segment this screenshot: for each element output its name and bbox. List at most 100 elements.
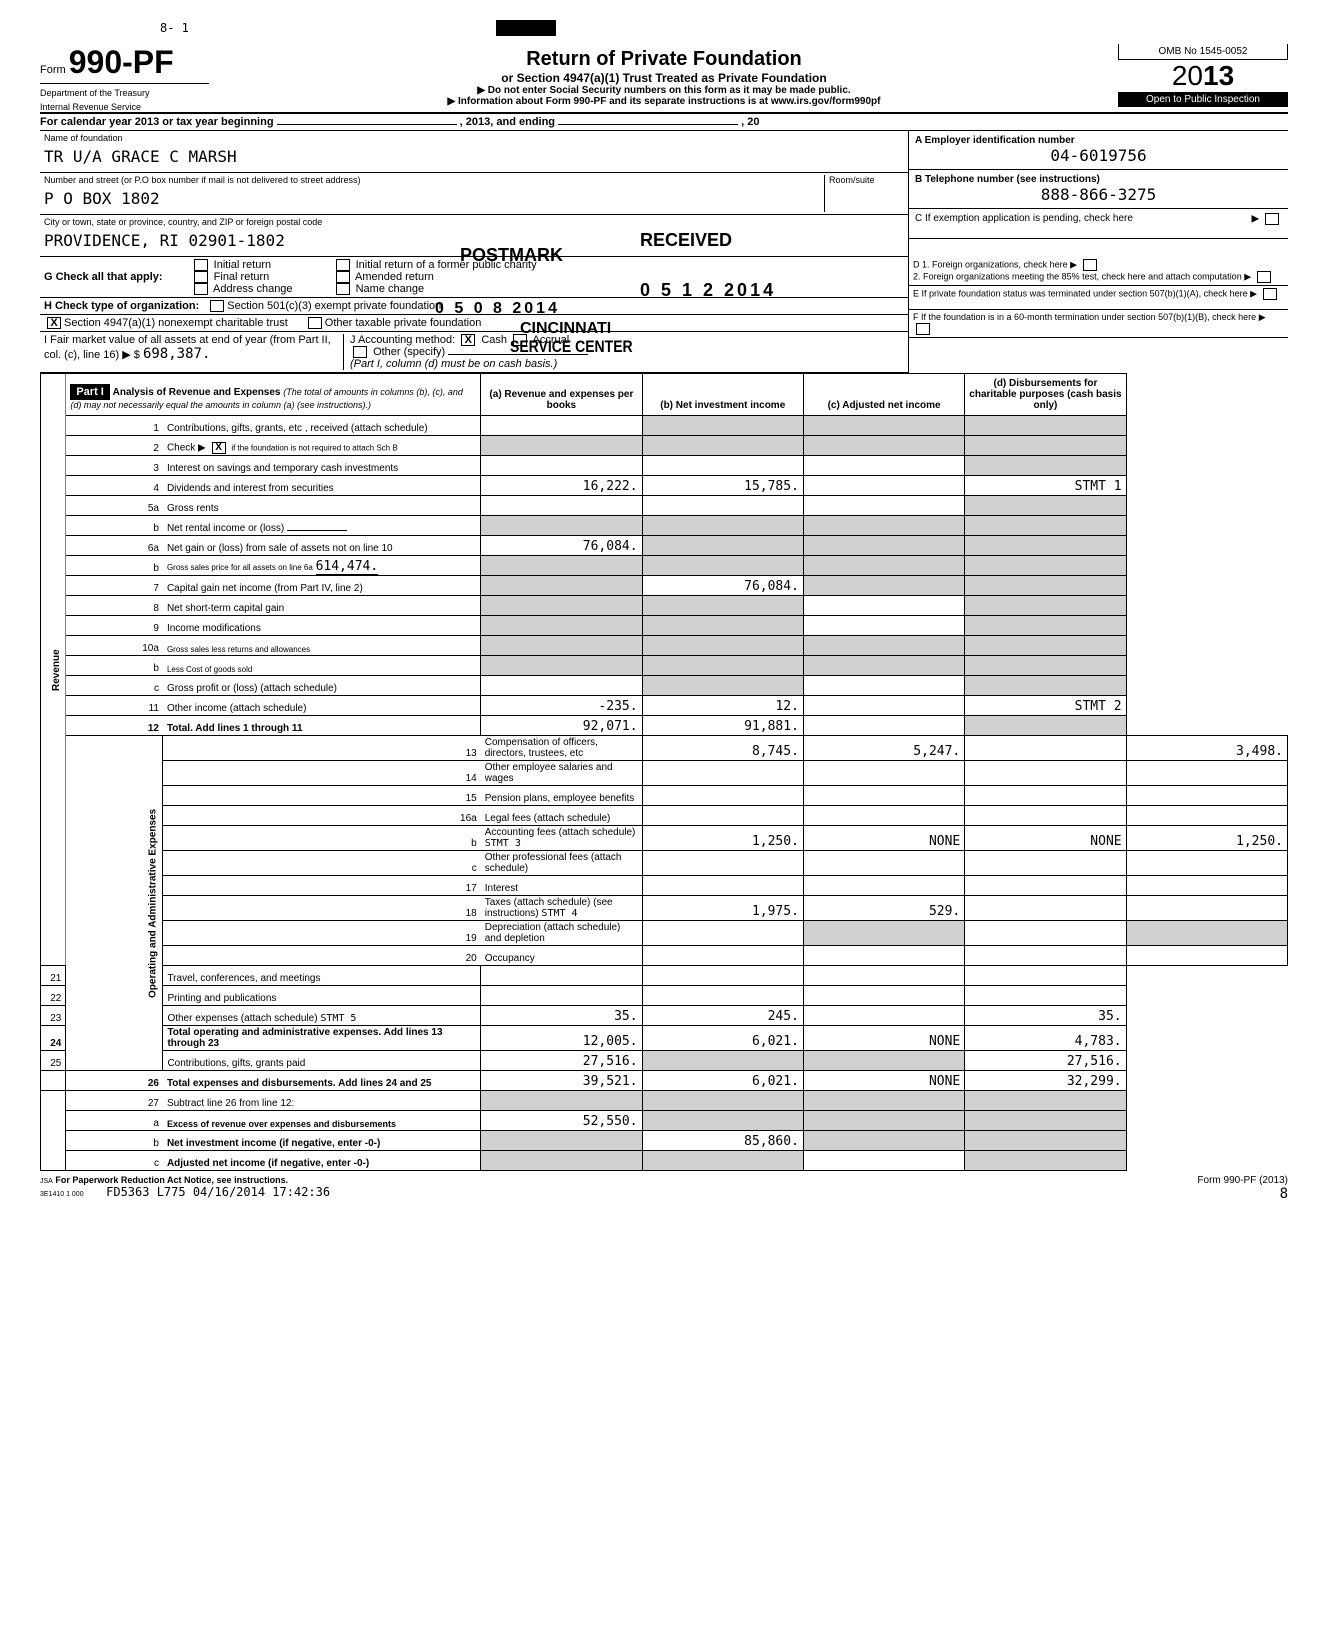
h-other: Other taxable private foundation	[325, 317, 482, 329]
stmt-2: STMT 2	[965, 696, 1126, 716]
g-amended: Amended return	[355, 271, 434, 283]
j-note: (Part I, column (d) must be on cash basi…	[350, 358, 904, 370]
line-14: Other employee salaries and wages	[481, 761, 642, 786]
part-1-title: Analysis of Revenue and Expenses	[113, 387, 281, 398]
g-initial-chk[interactable]	[194, 259, 208, 271]
d2-label: 2. Foreign organizations meeting the 85%…	[913, 271, 1242, 281]
h-other-chk[interactable]	[308, 317, 322, 329]
dept-treasury: Department of the Treasury	[40, 88, 209, 98]
line-26: Total expenses and disbursements. Add li…	[163, 1071, 481, 1091]
line-1: Contributions, gifts, grants, etc , rece…	[163, 416, 481, 436]
omb-number: OMB No 1545-0052	[1118, 44, 1288, 60]
form-title: Return of Private Foundation	[218, 48, 1110, 71]
line-2: Check ▶ if the foundation is not require…	[163, 436, 481, 456]
line-23: Other expenses (attach schedule) STMT 5	[163, 1006, 481, 1026]
g-name-change: Name change	[356, 283, 425, 295]
line-27b: Net investment income (if negative, ente…	[163, 1131, 481, 1151]
d1-chk[interactable]	[1083, 259, 1097, 271]
stmt-1: STMT 1	[965, 476, 1126, 496]
line-27c: Adjusted net income (if negative, enter …	[163, 1151, 481, 1171]
c-label: C If exemption application is pending, c…	[915, 213, 1133, 224]
line-9: Income modifications	[163, 616, 481, 636]
line-3: Interest on savings and temporary cash i…	[163, 456, 481, 476]
form-subtitle: or Section 4947(a)(1) Trust Treated as P…	[218, 71, 1110, 85]
foundation-name: TR U/A GRACE C MARSH	[44, 143, 904, 170]
addr-label: Number and street (or P.O box number if …	[44, 175, 824, 185]
f-chk[interactable]	[916, 323, 930, 335]
part-1-header: Part I	[70, 384, 110, 400]
j-cash: Cash	[481, 334, 507, 346]
line-11: Other income (attach schedule)	[163, 696, 481, 716]
j-label: J Accounting method:	[350, 334, 455, 346]
j-other: Other (specify)	[373, 346, 445, 358]
line-2-chk[interactable]	[212, 442, 226, 454]
phone-label: B Telephone number (see instructions)	[915, 174, 1282, 185]
form-info: ▶ Information about Form 990-PF and its …	[218, 96, 1110, 107]
g-final-chk[interactable]	[194, 271, 208, 283]
form-number: Form 990-PF	[40, 44, 209, 81]
phone-value: 888-866-3275	[915, 185, 1282, 204]
j-cash-chk[interactable]	[461, 334, 475, 346]
foundation-address: P O BOX 1802	[44, 185, 824, 212]
line-19: Depreciation (attach schedule) and deple…	[481, 921, 642, 946]
line-15: Pension plans, employee benefits	[481, 786, 642, 806]
ein-label: A Employer identification number	[915, 135, 1282, 146]
g-amended-chk[interactable]	[336, 271, 350, 283]
city-label: City or town, state or province, country…	[44, 217, 904, 227]
g-final: Final return	[214, 271, 270, 283]
analysis-table: Revenue Part I Analysis of Revenue and E…	[40, 373, 1288, 1171]
line-7: Capital gain net income (from Part IV, l…	[163, 576, 481, 596]
g-address-chk[interactable]	[194, 283, 208, 295]
col-c-header: (c) Adjusted net income	[803, 374, 964, 416]
e-label: E If private foundation status was termi…	[913, 288, 1248, 298]
col-d-header: (d) Disbursements for charitable purpose…	[965, 374, 1126, 416]
date-stamp-1: 0 5 1 2 2014	[640, 280, 776, 301]
line-24: Total operating and administrative expen…	[163, 1026, 481, 1051]
e-chk[interactable]	[1263, 288, 1277, 300]
line-10a: Gross sales less returns and allowances	[163, 636, 481, 656]
h-501: Section 501(c)(3) exempt private foundat…	[227, 300, 441, 312]
line-16a: Legal fees (attach schedule)	[481, 806, 642, 826]
expense-section-label: Operating and Administrative Expenses	[66, 736, 163, 1071]
line-6a: Net gain or (loss) from sale of assets n…	[163, 536, 481, 556]
line-13: Compensation of officers, directors, tru…	[481, 736, 642, 761]
date-stamp-2: 0 5 0 8 2014	[435, 300, 560, 318]
i-value: 698,387.	[143, 346, 210, 362]
g-label: G Check all that apply:	[44, 271, 163, 283]
f-label: F If the foundation is in a 60-month ter…	[913, 312, 1256, 322]
g-name-change-chk[interactable]	[336, 283, 350, 295]
revenue-section-label: Revenue	[41, 374, 66, 966]
line-12: Total. Add lines 1 through 11	[163, 716, 481, 736]
line-27: Subtract line 26 from line 12:	[163, 1091, 481, 1111]
h-4947: Section 4947(a)(1) nonexempt charitable …	[64, 317, 288, 329]
line-22: Printing and publications	[163, 986, 481, 1006]
line-8: Net short-term capital gain	[163, 596, 481, 616]
line-17: Interest	[481, 876, 642, 896]
h-501-chk[interactable]	[210, 300, 224, 312]
postmark-stamp: POSTMARK	[460, 245, 563, 266]
d1-label: D 1. Foreign organizations, check here	[913, 259, 1068, 269]
dept-irs: Internal Revenue Service	[40, 102, 209, 112]
line-5a: Gross rents	[163, 496, 481, 516]
line-18: Taxes (attach schedule) (see instruction…	[481, 896, 642, 921]
j-other-chk[interactable]	[353, 346, 367, 358]
form-warning: ▶ Do not enter Social Security numbers o…	[218, 85, 1110, 96]
c-checkbox[interactable]	[1265, 213, 1279, 225]
g-initial: Initial return	[214, 259, 271, 271]
line-5b: Net rental income or (loss)	[163, 516, 481, 536]
g-initial-former-chk[interactable]	[336, 259, 350, 271]
d2-chk[interactable]	[1257, 271, 1271, 283]
h-4947-chk[interactable]	[47, 317, 61, 329]
line-27a: Excess of revenue over expenses and disb…	[163, 1111, 481, 1131]
col-a-header: (a) Revenue and expenses per books	[481, 374, 642, 416]
line-10c: Gross profit or (loss) (attach schedule)	[163, 676, 481, 696]
g-address: Address change	[213, 283, 293, 295]
h-label: H Check type of organization:	[44, 300, 199, 312]
room-label: Room/suite	[829, 175, 904, 185]
tax-year: 2013	[1118, 60, 1288, 92]
redaction	[496, 20, 556, 36]
line-21: Travel, conferences, and meetings	[163, 966, 481, 986]
line-20: Occupancy	[481, 946, 642, 966]
col-b-header: (b) Net investment income	[642, 374, 803, 416]
top-code: 8- 1	[40, 20, 1288, 36]
